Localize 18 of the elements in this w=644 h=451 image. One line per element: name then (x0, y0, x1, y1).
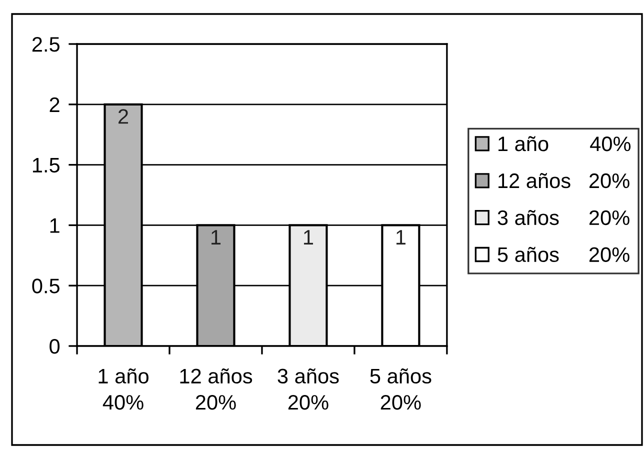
data-label: 1 (304, 230, 313, 244)
data-label: 2 (118, 109, 128, 124)
y-tick-label: 1 (50, 218, 60, 233)
x-tick-label: 1 año 40% (98, 368, 148, 410)
legend-label: 3 años 20% (498, 210, 630, 226)
y-tick-label: 0 (50, 339, 60, 354)
y-tick-label: 0.5 (32, 278, 60, 294)
y-tick-label: 1.5 (32, 158, 60, 173)
x-tick-label: 3 años 20% (278, 368, 339, 410)
legend-label: 12 años 20% (498, 173, 630, 188)
data-label: 1 (212, 230, 221, 244)
legend-label: 5 años 20% (498, 246, 630, 262)
y-tick-label: 2.5 (32, 37, 60, 52)
x-tick-label: 5 años 20% (370, 368, 432, 410)
legend-label: 1 año 40% (498, 136, 631, 152)
x-tick-label: 12 años 20% (180, 368, 252, 410)
y-tick-label: 2 (50, 97, 60, 112)
data-label: 1 (396, 230, 406, 244)
